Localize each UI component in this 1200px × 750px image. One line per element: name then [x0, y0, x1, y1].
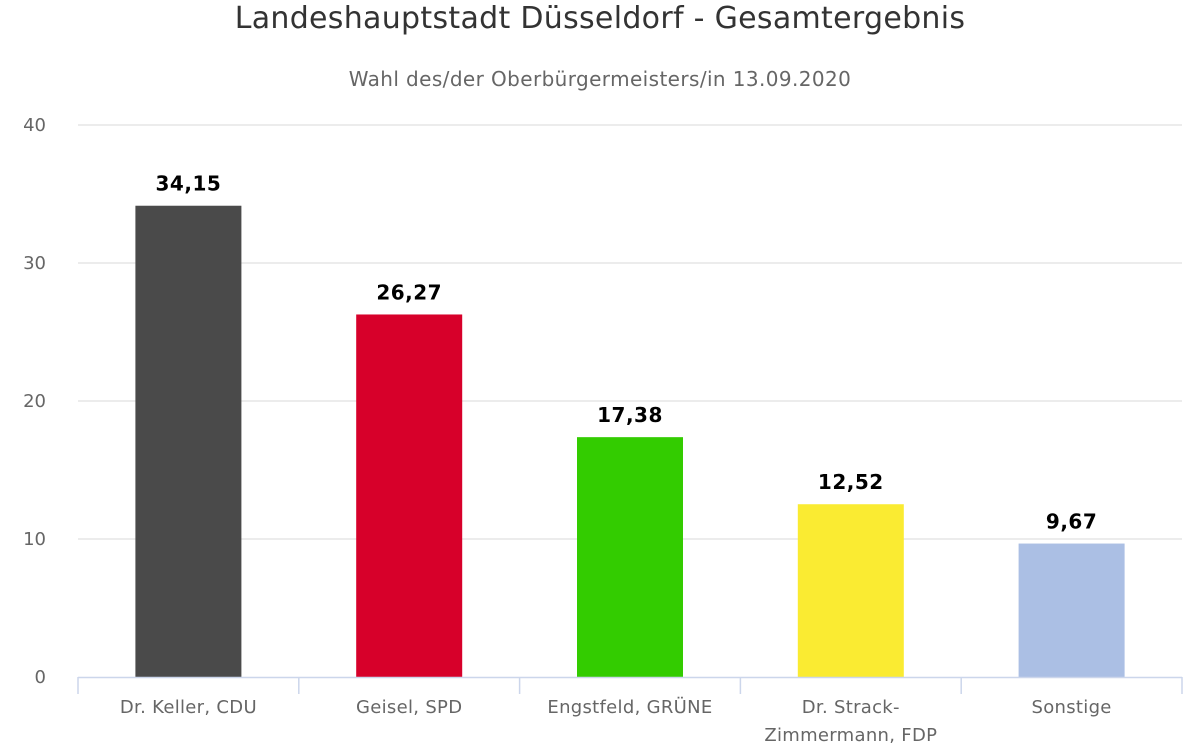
bars [135, 205, 1125, 678]
y-tick-label: 30 [23, 253, 46, 274]
x-tick-label: Dr. Strack- [802, 697, 900, 718]
y-tick-label: 40 [23, 115, 46, 136]
x-tick-label: Dr. Keller, CDU [120, 697, 257, 718]
x-axis: Dr. Keller, CDU Geisel, SPD Engstfeld, GRÜ… [77, 676, 1183, 746]
x-tick-label: Engstfeld, GRÜNE [547, 696, 712, 718]
y-axis-labels: 0 10 20 30 40 [23, 115, 46, 688]
y-tick-label: 10 [23, 529, 46, 550]
y-tick-label: 20 [23, 391, 46, 412]
data-label-1: 26,27 [376, 280, 442, 304]
data-label-2: 17,38 [597, 403, 663, 427]
bar-2 [577, 437, 683, 677]
bar-3 [797, 504, 904, 677]
data-labels: 34,15 26,27 17,38 12,52 9,67 [156, 172, 1097, 534]
bar-1 [356, 314, 463, 677]
x-tick-label: Zimmermann, FDP [764, 725, 937, 746]
y-tick-label: 0 [35, 667, 46, 688]
x-tick-label: Sonstige [1032, 697, 1112, 718]
x-tick-label: Geisel, SPD [356, 697, 462, 718]
chart-subtitle: Wahl des/der Oberbürgermeisters/in 13.09… [349, 67, 852, 91]
bar-4 [1018, 543, 1125, 677]
data-label-0: 34,15 [156, 172, 222, 196]
data-label-4: 9,67 [1046, 510, 1097, 534]
bar-0 [135, 205, 242, 678]
chart-title: Landeshauptstadt Düsseldorf - Gesamterge… [235, 1, 966, 36]
data-label-3: 12,52 [818, 470, 884, 494]
